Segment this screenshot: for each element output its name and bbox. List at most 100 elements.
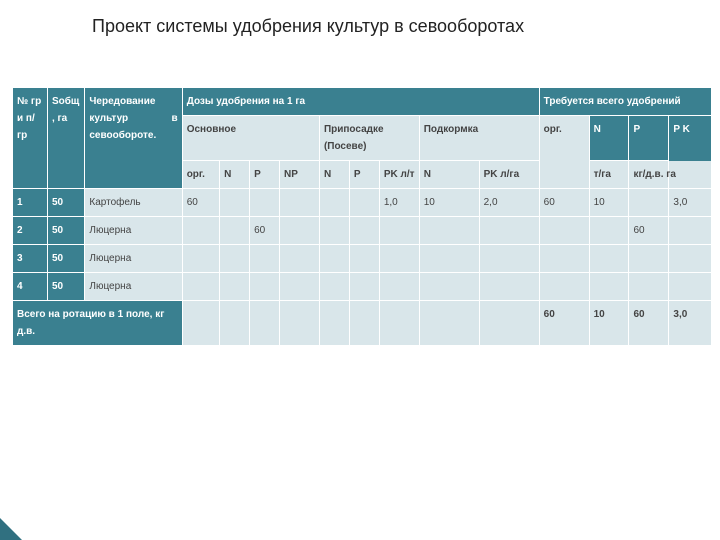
cell — [669, 245, 712, 273]
cell — [669, 217, 712, 245]
col-pn: N — [319, 161, 349, 189]
cell — [280, 273, 320, 301]
col-np: NP — [280, 161, 320, 189]
cell: 60 — [539, 189, 589, 217]
cell — [220, 273, 250, 301]
cell — [419, 301, 479, 346]
cell: Картофель — [85, 189, 182, 217]
cell — [349, 301, 379, 346]
cell — [319, 217, 349, 245]
cell: 50 — [47, 189, 84, 217]
cell — [349, 217, 379, 245]
cell — [182, 245, 219, 273]
cell: 60 — [629, 217, 669, 245]
cell — [250, 273, 280, 301]
col-crop: Чередование культур в севообороте. — [85, 88, 182, 189]
cell — [220, 301, 250, 346]
table-row: 1 50 Картофель 60 1,0 10 2,0 60 10 3,0 — [13, 189, 712, 217]
cell — [669, 273, 712, 301]
cell — [379, 301, 419, 346]
col-n: N — [220, 161, 250, 189]
cell: Люцерна — [85, 217, 182, 245]
footer-label: Всего на ротацию в 1 поле, кг д.в. — [13, 301, 183, 346]
col-planting: Припосадке (Посеве) — [319, 116, 419, 161]
cell — [182, 217, 219, 245]
cell — [220, 189, 250, 217]
col-total-n: N — [589, 116, 629, 161]
table-row: 4 50 Люцерна — [13, 273, 712, 301]
cell — [379, 245, 419, 273]
cell — [319, 301, 349, 346]
cell — [629, 189, 669, 217]
col-main: Основное — [182, 116, 319, 161]
cell — [479, 217, 539, 245]
cell: 2 — [13, 217, 48, 245]
cell: 3 — [13, 245, 48, 273]
col-dn: N — [419, 161, 479, 189]
cell — [250, 301, 280, 346]
cell — [419, 217, 479, 245]
cell — [349, 273, 379, 301]
cell — [629, 245, 669, 273]
cell — [539, 217, 589, 245]
cell: 10 — [419, 189, 479, 217]
cell — [182, 273, 219, 301]
page-title: Проект системы удобрения культур в севоо… — [92, 16, 708, 37]
cell — [479, 245, 539, 273]
cell: 60 — [250, 217, 280, 245]
cell — [419, 273, 479, 301]
col-feed: Подкормка — [419, 116, 539, 161]
cell — [349, 245, 379, 273]
cell — [319, 245, 349, 273]
cell — [479, 273, 539, 301]
cell: 4 — [13, 273, 48, 301]
cell — [250, 245, 280, 273]
cell: 1 — [13, 189, 48, 217]
cell — [319, 273, 349, 301]
col-total-org: орг. — [539, 116, 589, 189]
col-ppk: PK л/т — [379, 161, 419, 189]
corner-decoration-icon — [0, 518, 22, 540]
cell: 60 — [539, 301, 589, 346]
col-number: № гр и п/гр — [13, 88, 48, 189]
cell: 10 — [589, 189, 629, 217]
cell — [539, 273, 589, 301]
cell — [539, 245, 589, 273]
cell — [379, 217, 419, 245]
cell: 10 — [589, 301, 629, 346]
col-total: Требуется всего удобрений — [539, 88, 711, 116]
table-row: 3 50 Люцерна — [13, 245, 712, 273]
fertilizer-table: № гр и п/гр Sобщ, га Чередование культур… — [12, 87, 712, 346]
slide: Проект системы удобрения культур в севоо… — [0, 0, 720, 540]
col-total-p: P — [629, 116, 669, 161]
col-doses: Дозы удобрения на 1 га — [182, 88, 539, 116]
cell — [280, 189, 320, 217]
cell: Люцерна — [85, 273, 182, 301]
cell — [629, 273, 669, 301]
cell — [280, 217, 320, 245]
cell: 2,0 — [479, 189, 539, 217]
cell — [589, 245, 629, 273]
cell — [479, 301, 539, 346]
table-footer-row: Всего на ротацию в 1 поле, кг д.в. 60 10… — [13, 301, 712, 346]
col-p: P — [250, 161, 280, 189]
cell: 3,0 — [669, 301, 712, 346]
cell — [379, 273, 419, 301]
cell — [280, 245, 320, 273]
cell — [280, 301, 320, 346]
cell: 50 — [47, 245, 84, 273]
cell: Люцерна — [85, 245, 182, 273]
col-pp: P — [349, 161, 379, 189]
table-header-row: № гр и п/гр Sобщ, га Чередование культур… — [13, 88, 712, 116]
cell: 1,0 — [379, 189, 419, 217]
col-org: орг. — [182, 161, 219, 189]
cell: 60 — [629, 301, 669, 346]
cell — [319, 189, 349, 217]
cell: 60 — [182, 189, 219, 217]
cell — [589, 273, 629, 301]
col-dpk: PK л/га — [479, 161, 539, 189]
cell: 50 — [47, 217, 84, 245]
cell — [419, 245, 479, 273]
cell — [220, 217, 250, 245]
table-row: 2 50 Люцерна 60 60 — [13, 217, 712, 245]
